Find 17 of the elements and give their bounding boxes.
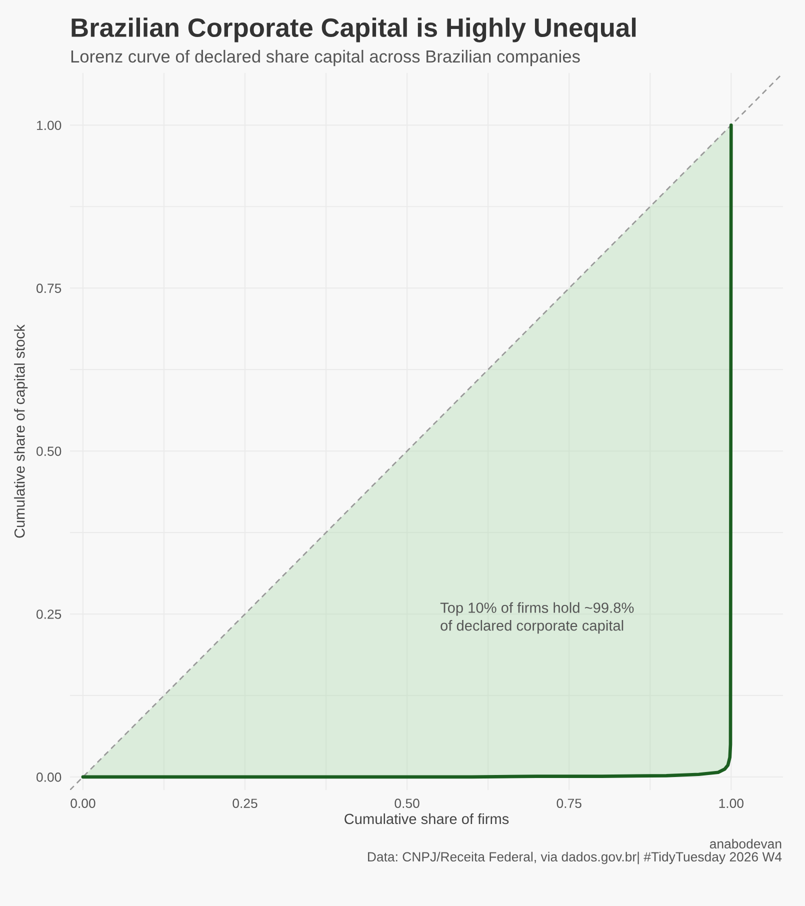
y-tick-label: 0.75 <box>36 284 62 294</box>
x-tick-label: 1.00 <box>719 798 744 808</box>
text: Data: CNPJ/Receita Federal, via dados.gov.br| #TidyTuesday 2026 W4 <box>368 852 782 864</box>
text: anabodevan <box>710 838 782 849</box>
x-axis-title: Cumulative share of firms <box>344 813 509 824</box>
chart-title: Brazilian Corporate Capital is Highly Unequal <box>72 18 636 42</box>
annotation: Top 10% of firms hold ~99.8% of declared corporate capital <box>440 602 634 634</box>
x-tick-label: 0.25 <box>232 798 258 808</box>
y-tick-label: 1.00 <box>36 120 62 130</box>
x-tick-label: 0.50 <box>394 798 420 808</box>
x-tick-label: 0.00 <box>70 798 96 808</box>
x-tick-label: 0.75 <box>556 798 582 808</box>
y-tick-label: 0.25 <box>36 610 62 619</box>
y-axis-title: Cumulative share of capital stock <box>14 324 28 538</box>
y-tick-label: 0.00 <box>36 772 62 782</box>
y-tick-label: 0.50 <box>36 446 62 456</box>
chart-subtitle: Lorenz curve of declared share capital across Brazilian companies <box>71 50 580 66</box>
